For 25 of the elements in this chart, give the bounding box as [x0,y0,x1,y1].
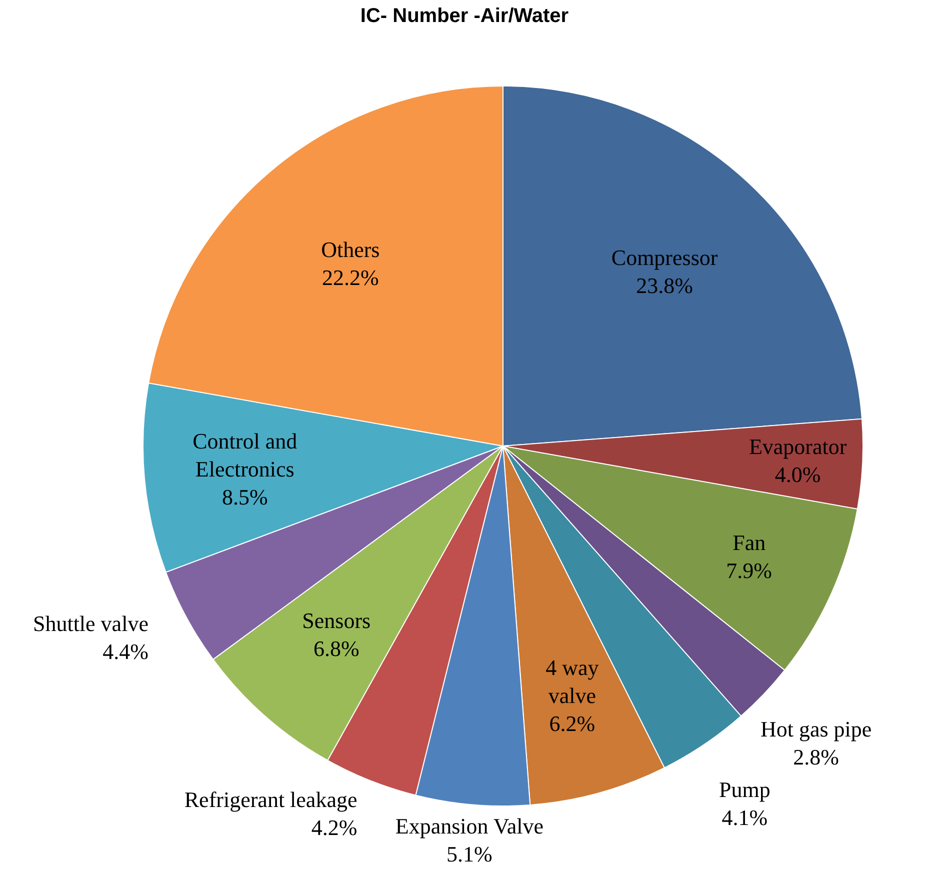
slice-label: Fan [732,530,766,556]
data-label: 6.8% [313,636,360,662]
data-label: 6.2% [549,710,596,736]
slice-label: Others [321,236,380,262]
data-label: 4.2% [311,815,358,840]
slice-label: Evaporator [748,434,848,459]
chart-title: IC- Number -Air/Water [360,5,569,27]
data-label: 5.1% [446,842,492,867]
data-label: 23.8% [636,272,693,298]
slice-label: Hot gas pipe [760,716,872,742]
data-label: 2.8% [793,744,839,770]
slice-label: Control and Electronics [192,428,298,482]
slice-label: Shuttle valve [32,611,148,636]
slice-label: Compressor [611,244,718,270]
data-label: 8.5% [222,484,268,510]
slice-label: 4 way valve [546,654,599,708]
data-label: 4.1% [722,805,768,830]
slice-label: Pump [719,777,770,802]
data-label: 7.9% [726,558,772,584]
slice-label: Expansion Valve [395,814,544,839]
data-label: 22.2% [322,264,379,290]
data-label: 4.4% [102,639,148,664]
data-label: 4.0% [774,462,821,487]
slice-label: Sensors [302,608,371,634]
slice-label: Refrigerant leakage [184,787,358,812]
